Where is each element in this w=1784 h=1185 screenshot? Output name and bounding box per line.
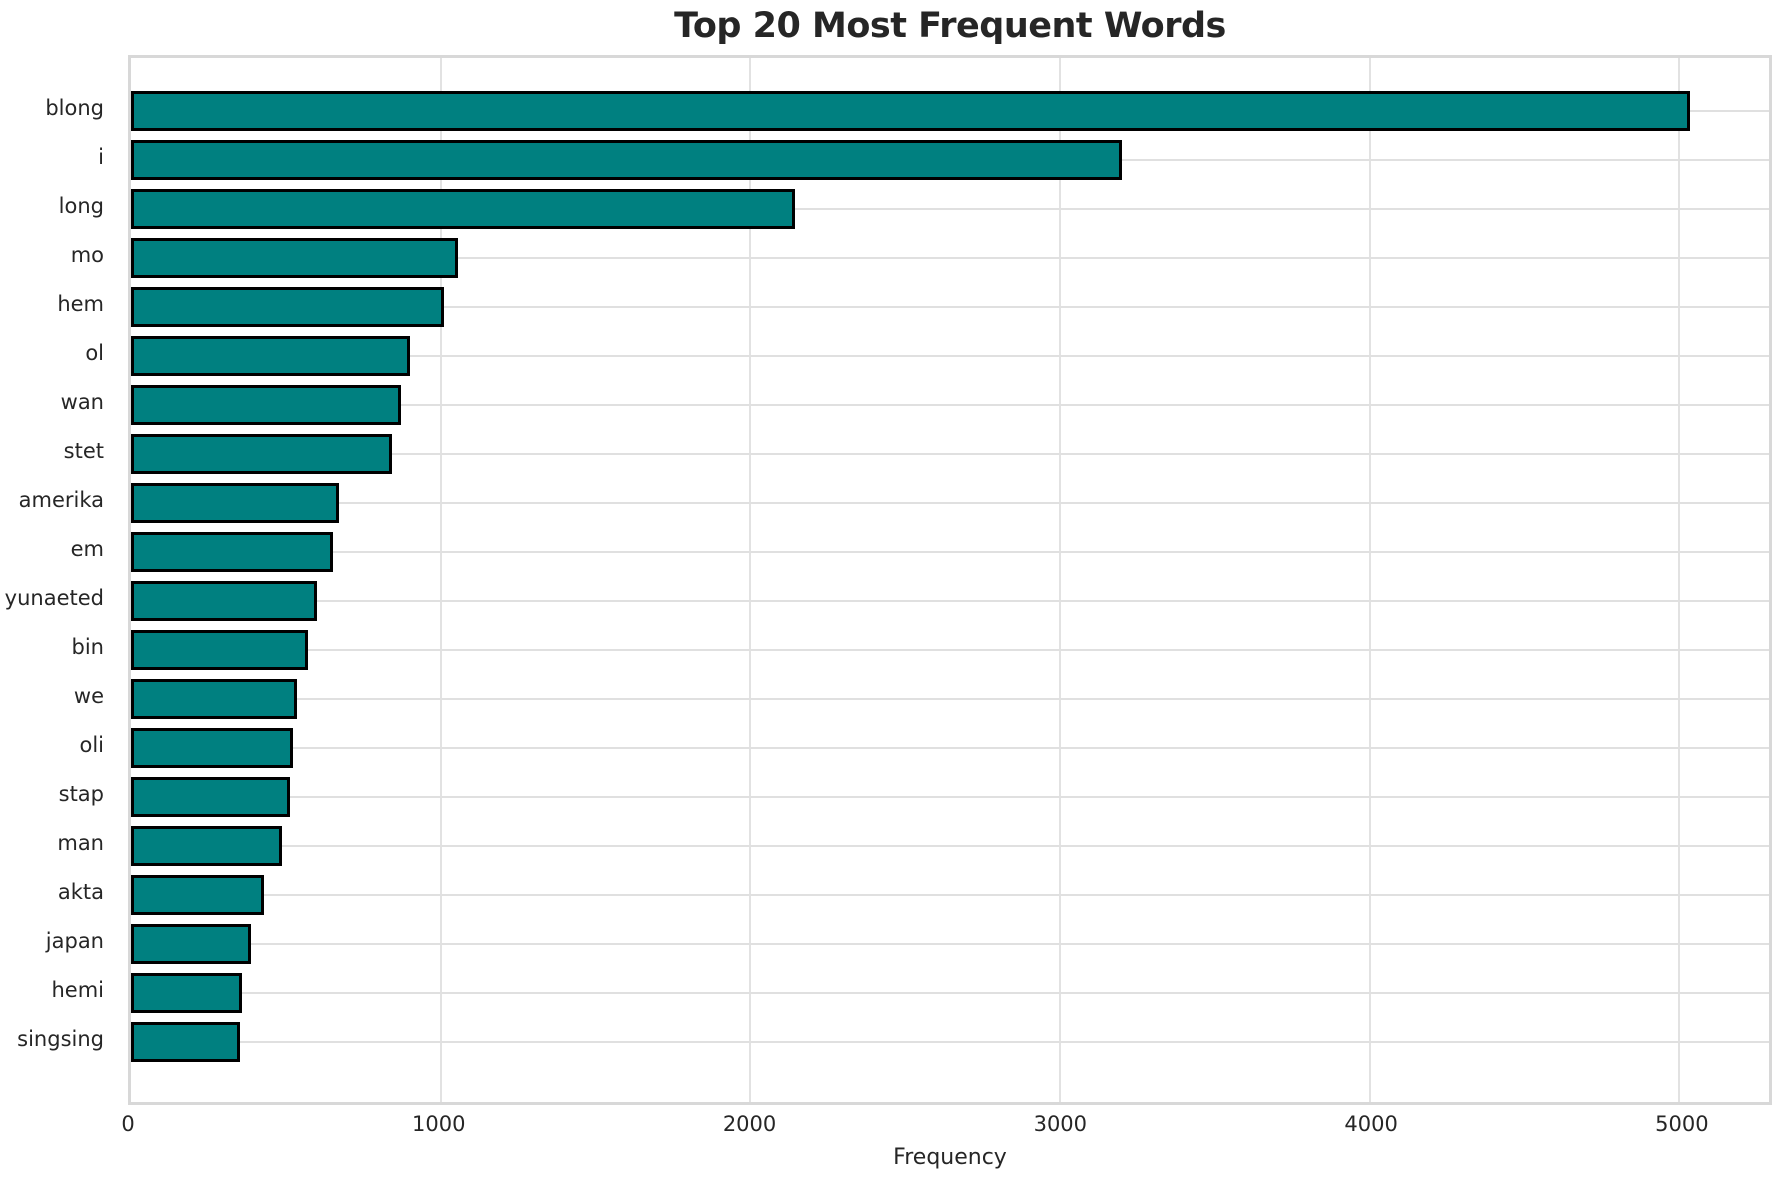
x-tick-label-5000: 5000 (1655, 1112, 1709, 1136)
y-tick-label-akta: akta (57, 879, 104, 904)
gridline-horizontal-stet (131, 452, 1769, 455)
x-tick-label-4000: 4000 (1344, 1112, 1398, 1136)
bar-i (131, 139, 1123, 180)
bar-yunaeted (131, 580, 318, 621)
gridline-vertical-5000 (1678, 58, 1681, 1102)
y-tick-label-japan: japan (45, 928, 104, 953)
gridline-vertical-4000 (1368, 58, 1371, 1102)
gridline-vertical-2000 (749, 58, 752, 1102)
chart-title: Top 20 Most Frequent Words (674, 6, 1226, 46)
gridline-horizontal-long (131, 207, 1769, 210)
x-tick-label-0: 0 (121, 1112, 135, 1136)
y-tick-label-we: we (73, 683, 104, 708)
y-axis-labels: blong i long mo hem ol wan stet amerika em yunaete… (0, 55, 116, 1105)
y-tick-label-bin: bin (71, 634, 104, 659)
x-tick-label-2000: 2000 (722, 1112, 777, 1136)
gridline-vertical-3000 (1058, 58, 1061, 1102)
bar-japan (131, 923, 251, 964)
x-tick-label-1000: 1000 (412, 1112, 466, 1136)
bar-blong (131, 90, 1691, 131)
y-tick-label-wan: wan (60, 389, 104, 414)
y-tick-label-oli: oli (79, 732, 104, 757)
y-tick-label-mo: mo (70, 242, 104, 267)
bar-ol (131, 335, 410, 376)
gridline-horizontal-singsing (131, 1040, 1769, 1043)
y-tick-label-stet: stet (63, 438, 104, 463)
bar-bin (131, 629, 308, 670)
gridline-horizontal-wan (131, 403, 1769, 406)
gridline-horizontal-stap (131, 795, 1769, 798)
gridline-horizontal-hemi (131, 991, 1769, 994)
bar-mo (131, 237, 458, 278)
y-tick-label-hem: hem (57, 291, 104, 316)
bar-long (131, 188, 796, 229)
bar-akta (131, 874, 264, 915)
bar-hem (131, 286, 445, 327)
plot-area (128, 55, 1772, 1105)
bar-we (131, 678, 298, 719)
bar-stet (131, 433, 392, 474)
y-tick-label-amerika: amerika (18, 487, 104, 512)
bar-oli (131, 727, 294, 768)
bar-hemi (131, 972, 243, 1013)
y-tick-label-hemi: hemi (51, 977, 104, 1002)
y-tick-label-long: long (58, 193, 104, 218)
bar-em (131, 531, 333, 572)
y-tick-label-stap: stap (58, 781, 104, 806)
gridline-horizontal-we (131, 697, 1769, 700)
bar-singsing (131, 1021, 240, 1062)
y-tick-label-singsing: singsing (17, 1026, 104, 1051)
gridline-vertical-1000 (439, 58, 442, 1102)
gridline-horizontal-yunaeted (131, 599, 1769, 602)
gridline-horizontal-bin (131, 648, 1769, 651)
bar-man (131, 825, 283, 866)
y-tick-label-man: man (57, 830, 104, 855)
bar-wan (131, 384, 401, 425)
gridline-horizontal-hem (131, 305, 1769, 308)
y-tick-label-em: em (70, 536, 104, 561)
bar-stap (131, 776, 290, 817)
gridline-horizontal-man (131, 844, 1769, 847)
gridline-horizontal-oli (131, 746, 1769, 749)
gridline-horizontal-ol (131, 354, 1769, 357)
gridline-horizontal-japan (131, 942, 1769, 945)
x-tick-label-3000: 3000 (1033, 1112, 1088, 1136)
gridline-horizontal-em (131, 550, 1769, 553)
gridline-horizontal-amerika (131, 501, 1769, 504)
bar-amerika (131, 482, 340, 523)
gridline-horizontal-akta (131, 893, 1769, 896)
gridline-horizontal-mo (131, 256, 1769, 259)
y-tick-label-ol: ol (85, 340, 104, 365)
y-tick-label-yunaeted: yunaeted (4, 585, 104, 610)
y-tick-label-i: i (98, 144, 104, 169)
y-tick-label-blong: blong (45, 95, 104, 120)
x-axis-label: Frequency (893, 1145, 1007, 1170)
